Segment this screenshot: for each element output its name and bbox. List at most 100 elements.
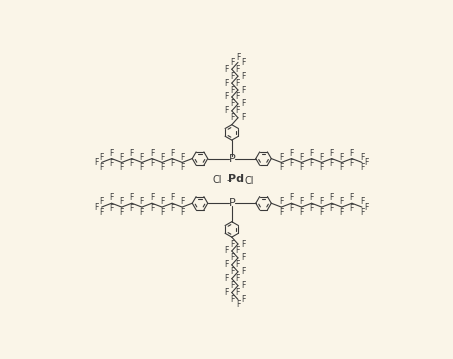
Text: F: F bbox=[99, 163, 104, 172]
Text: F: F bbox=[235, 106, 239, 115]
Text: F: F bbox=[160, 163, 164, 172]
Text: F: F bbox=[130, 159, 134, 168]
Text: F: F bbox=[224, 93, 228, 102]
Text: F: F bbox=[309, 149, 314, 158]
Text: F: F bbox=[231, 113, 235, 122]
Text: F: F bbox=[360, 208, 364, 217]
Text: F: F bbox=[120, 153, 124, 162]
Text: Pd: Pd bbox=[228, 174, 245, 185]
Text: F: F bbox=[350, 149, 354, 158]
Text: F: F bbox=[180, 208, 184, 217]
Text: F: F bbox=[180, 153, 184, 162]
Text: F: F bbox=[289, 159, 294, 168]
Text: F: F bbox=[224, 65, 228, 74]
Text: F: F bbox=[350, 204, 354, 213]
Text: F: F bbox=[279, 153, 284, 162]
Text: F: F bbox=[350, 159, 354, 168]
Text: F: F bbox=[231, 295, 235, 304]
Text: F: F bbox=[170, 159, 174, 168]
Text: F: F bbox=[241, 99, 246, 108]
Text: F: F bbox=[130, 204, 134, 213]
Text: F: F bbox=[340, 197, 344, 206]
Text: Cl: Cl bbox=[213, 175, 222, 185]
Text: –: – bbox=[227, 175, 232, 185]
Text: F: F bbox=[241, 253, 246, 262]
Text: F: F bbox=[140, 153, 144, 162]
Text: F: F bbox=[140, 163, 144, 172]
Text: F: F bbox=[160, 197, 164, 206]
Text: F: F bbox=[319, 197, 324, 206]
Text: F: F bbox=[235, 288, 239, 297]
Text: F: F bbox=[279, 197, 284, 206]
Text: F: F bbox=[236, 300, 240, 309]
Text: F: F bbox=[140, 197, 144, 206]
Text: F: F bbox=[279, 163, 284, 172]
Text: F: F bbox=[160, 153, 164, 162]
Text: F: F bbox=[241, 58, 246, 67]
Text: F: F bbox=[235, 93, 239, 102]
Text: F: F bbox=[289, 149, 294, 158]
Text: F: F bbox=[120, 163, 124, 172]
Text: F: F bbox=[289, 194, 294, 202]
Text: F: F bbox=[160, 208, 164, 217]
Text: F: F bbox=[99, 208, 104, 217]
Text: F: F bbox=[241, 295, 246, 304]
Text: F: F bbox=[150, 159, 154, 168]
Text: F: F bbox=[330, 194, 334, 202]
Text: F: F bbox=[330, 159, 334, 168]
Text: F: F bbox=[95, 158, 99, 167]
Text: F: F bbox=[241, 239, 246, 248]
Text: F: F bbox=[170, 194, 174, 202]
Text: Cl: Cl bbox=[244, 176, 254, 186]
Text: F: F bbox=[241, 85, 246, 94]
Text: F: F bbox=[235, 65, 239, 74]
Text: F: F bbox=[140, 208, 144, 217]
Text: F: F bbox=[231, 58, 235, 67]
Text: F: F bbox=[130, 149, 134, 158]
Text: F: F bbox=[330, 204, 334, 213]
Text: F: F bbox=[170, 149, 174, 158]
Text: F: F bbox=[224, 274, 228, 283]
Text: F: F bbox=[340, 163, 344, 172]
Text: F: F bbox=[309, 194, 314, 202]
Text: F: F bbox=[299, 153, 304, 162]
Text: F: F bbox=[235, 247, 239, 256]
Text: F: F bbox=[150, 149, 154, 158]
Text: F: F bbox=[95, 202, 99, 211]
Text: F: F bbox=[360, 163, 364, 172]
Text: F: F bbox=[319, 163, 324, 172]
Text: F: F bbox=[231, 72, 235, 81]
Text: F: F bbox=[241, 113, 246, 122]
Text: F: F bbox=[224, 247, 228, 256]
Text: F: F bbox=[224, 79, 228, 88]
Text: F: F bbox=[231, 281, 235, 290]
Text: F: F bbox=[180, 197, 184, 206]
Text: F: F bbox=[299, 163, 304, 172]
Text: F: F bbox=[241, 72, 246, 81]
Text: F: F bbox=[350, 194, 354, 202]
Text: F: F bbox=[364, 202, 369, 211]
Text: F: F bbox=[309, 159, 314, 168]
Text: F: F bbox=[236, 53, 240, 62]
Text: F: F bbox=[330, 149, 334, 158]
Text: F: F bbox=[231, 85, 235, 94]
Text: F: F bbox=[241, 267, 246, 276]
Text: F: F bbox=[231, 253, 235, 262]
Text: F: F bbox=[224, 260, 228, 269]
Text: F: F bbox=[110, 204, 114, 213]
Text: F: F bbox=[170, 204, 174, 213]
Text: F: F bbox=[110, 159, 114, 168]
Text: F: F bbox=[231, 267, 235, 276]
Text: F: F bbox=[120, 197, 124, 206]
Text: F: F bbox=[340, 153, 344, 162]
Text: F: F bbox=[309, 204, 314, 213]
Text: F: F bbox=[235, 79, 239, 88]
Text: F: F bbox=[120, 208, 124, 217]
Text: F: F bbox=[289, 204, 294, 213]
Text: F: F bbox=[231, 99, 235, 108]
Text: F: F bbox=[180, 163, 184, 172]
Text: F: F bbox=[99, 197, 104, 206]
Text: F: F bbox=[231, 239, 235, 248]
Text: F: F bbox=[360, 153, 364, 162]
Text: F: F bbox=[130, 194, 134, 202]
